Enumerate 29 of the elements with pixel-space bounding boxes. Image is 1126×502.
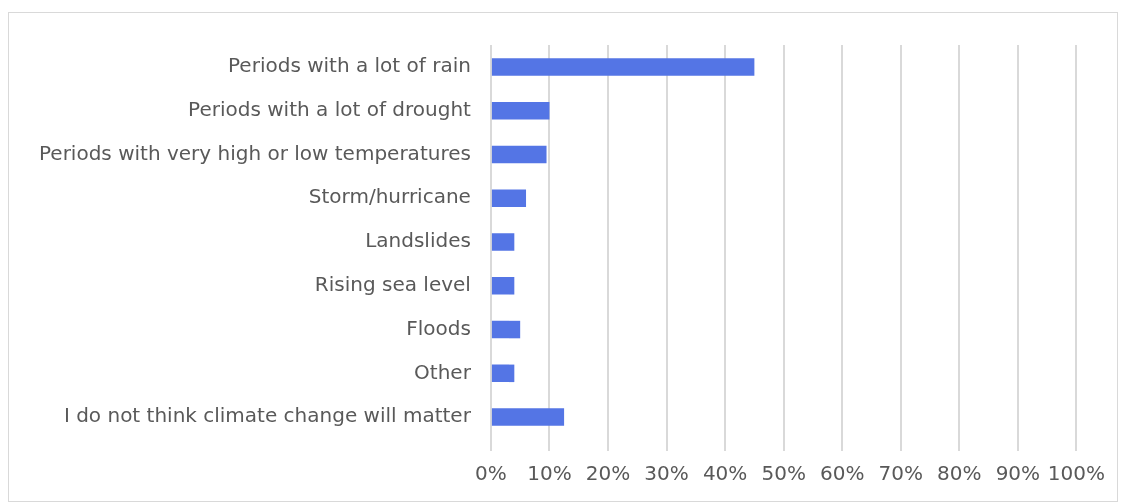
x-tick-label: 0% <box>475 461 507 486</box>
bar <box>491 277 515 295</box>
y-tick-label: Storm/hurricane <box>308 184 471 209</box>
y-tick-label: I do not think climate change will matter <box>63 403 472 428</box>
x-tick-label: 70% <box>878 461 923 486</box>
bar <box>491 145 547 164</box>
bar <box>491 189 527 207</box>
y-tick-label: Floods <box>406 315 471 340</box>
y-tick-label: Landslides <box>365 228 471 253</box>
y-tick-label: Periods with a lot of drought <box>188 96 472 121</box>
bar <box>491 320 521 339</box>
x-tick-label: 40% <box>702 461 748 486</box>
bar <box>491 408 565 426</box>
y-tick-label: Periods with very high or low temperatures <box>39 140 471 165</box>
bar <box>491 233 515 251</box>
x-tick-label: 60% <box>819 461 865 486</box>
bar <box>491 58 755 76</box>
y-tick-label: Other <box>414 359 472 384</box>
x-tick-label: 20% <box>585 461 631 486</box>
bar <box>491 364 515 383</box>
bar <box>491 101 550 120</box>
x-tick-label: 80% <box>937 461 982 486</box>
x-tick-label: 30% <box>644 461 689 486</box>
y-tick-label: Periods with a lot of rain <box>228 53 471 78</box>
y-tick-label: Rising sea level <box>314 271 471 296</box>
x-tick-label: 10% <box>527 461 572 486</box>
x-tick-label: 90% <box>995 461 1041 486</box>
x-tick-label: 100% <box>1047 461 1105 486</box>
x-tick-label: 50% <box>761 461 806 486</box>
